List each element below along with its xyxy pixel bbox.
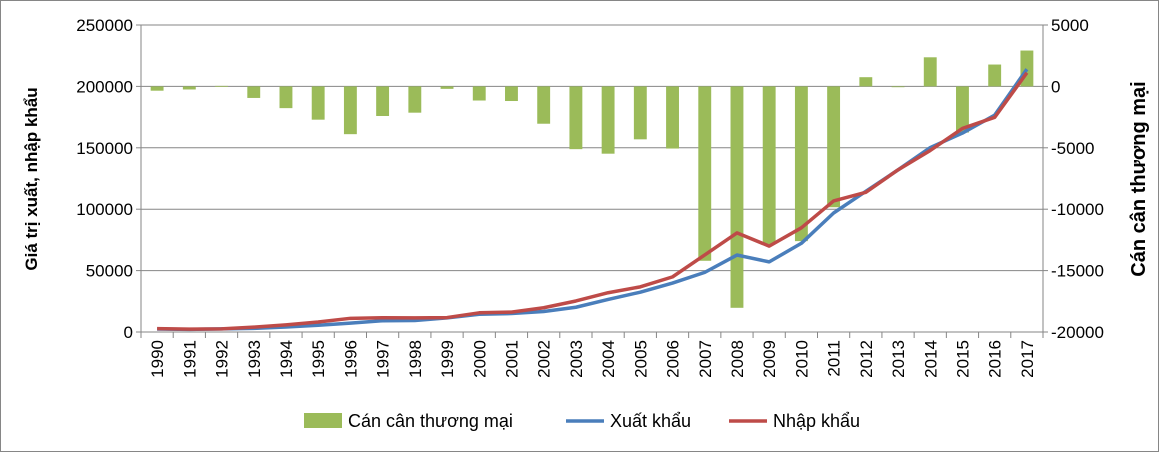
x-tick-label: 2004	[599, 340, 618, 378]
x-tick-label: 2003	[567, 340, 586, 378]
x-tick-label: 2011	[825, 340, 844, 377]
bar-can-can-1992	[215, 85, 228, 87]
x-tick-label: 2009	[760, 340, 779, 378]
x-tick-label: 2015	[953, 340, 972, 378]
x-tick-label: 2017	[1018, 340, 1037, 378]
x-tick-label: 1995	[309, 340, 328, 378]
x-tick-label: 1996	[341, 340, 360, 378]
bar-can-can-2007	[698, 86, 712, 261]
bar-can-can-2000	[472, 86, 486, 101]
x-tick-label: 1998	[406, 340, 425, 378]
x-tick-label: 2005	[631, 340, 650, 378]
legend-label-can-can: Cán cân thương mại	[348, 411, 513, 431]
bar-can-can-2010	[794, 86, 808, 242]
y-tick-label: 0	[124, 323, 133, 342]
x-tick-label: 2013	[889, 340, 908, 378]
bar-can-can-1997	[376, 86, 390, 116]
y-right-tick-label: 0	[1051, 77, 1060, 96]
bar-can-can-2008	[730, 86, 744, 308]
x-tick-label: 1997	[374, 340, 393, 378]
bar-can-can-2014	[923, 57, 937, 87]
y-tick-label: 200000	[76, 77, 133, 96]
y-right-tick-label: -5000	[1051, 139, 1094, 158]
y-tick-label: 50000	[86, 262, 133, 281]
y-tick-label: 100000	[76, 200, 133, 219]
x-tick-label: 2008	[728, 340, 747, 378]
x-tick-label: 1990	[148, 340, 167, 378]
x-tick-label: 2010	[792, 340, 811, 378]
x-tick-label: 2002	[535, 340, 554, 378]
bar-can-can-2015	[956, 86, 969, 133]
y-right-tick-label: 5000	[1051, 16, 1089, 35]
bar-can-can-2004	[601, 86, 615, 154]
bar-can-can-1994	[279, 86, 293, 109]
x-tick-label: 1991	[180, 340, 199, 378]
legend-swatch-can-can	[304, 413, 342, 428]
y-right-axis-title: Cán cân thương mại	[1128, 81, 1150, 276]
x-tick-label: 2001	[502, 340, 521, 378]
x-tick-label: 2014	[921, 340, 940, 378]
bar-can-can-2012	[859, 77, 873, 87]
y-tick-label: 150000	[76, 139, 133, 158]
x-tick-label: 1994	[277, 340, 296, 378]
bar-can-can-1996	[343, 86, 357, 135]
x-tick-label: 1999	[438, 340, 457, 378]
bar-can-can-2011	[827, 86, 841, 208]
bar-can-can-1995	[311, 86, 325, 120]
bar-can-can-2001	[505, 86, 518, 102]
line-xuat-khau	[157, 68, 1029, 332]
bar-can-can-1993	[247, 86, 261, 98]
x-tick-label: 2000	[470, 340, 489, 378]
x-tick-label: 2012	[857, 340, 876, 378]
bar-can-can-2006	[666, 86, 679, 149]
y-right-tick-label: -15000	[1051, 262, 1104, 281]
bar-can-can-2005	[633, 86, 647, 140]
x-tick-label: 2007	[696, 340, 715, 378]
bar-can-can-2013	[891, 86, 905, 88]
x-tick-label: 1992	[213, 340, 232, 378]
line-nhap-khau	[157, 71, 1029, 331]
legend-label-xuat-khau: Xuất khẩu	[610, 411, 691, 431]
bar-can-can-2002	[537, 86, 551, 124]
y-axis-title: Giá trị xuất, nhập khẩu	[22, 87, 41, 270]
x-tick-label: 2016	[986, 340, 1005, 378]
y-right-tick-label: -20000	[1051, 323, 1104, 342]
bar-can-can-1999	[440, 86, 454, 89]
x-tick-label: 1993	[245, 340, 264, 378]
y-right-tick-label: -10000	[1051, 200, 1104, 219]
bar-can-can-2009	[762, 86, 776, 245]
bar-can-can-1990	[150, 86, 164, 91]
bar-can-can-1991	[182, 86, 196, 90]
bar-can-can-1998	[408, 86, 422, 113]
legend-label-nhap-khau: Nhập khẩu	[773, 411, 860, 431]
bar-can-can-2003	[569, 86, 583, 150]
y-tick-label: 250000	[76, 16, 133, 35]
bar-can-can-2016	[988, 64, 1002, 87]
x-tick-label: 2006	[664, 340, 683, 378]
